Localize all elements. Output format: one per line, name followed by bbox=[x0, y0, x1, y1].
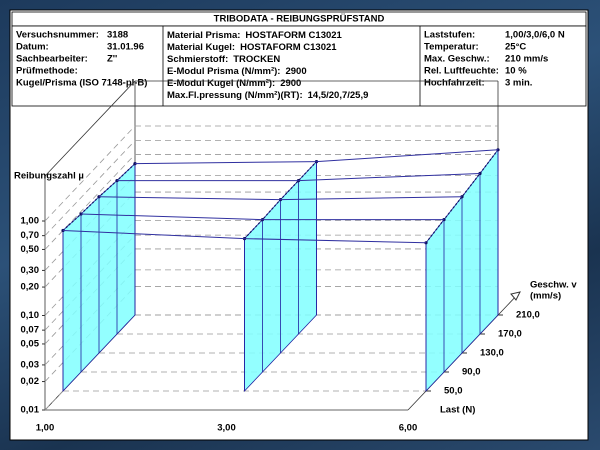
point bbox=[61, 228, 65, 233]
z-axis-unit: (mm/s) bbox=[530, 291, 561, 302]
info-label: Sachbearbeiter: bbox=[16, 54, 88, 65]
info-value: 25°C bbox=[505, 42, 526, 53]
info-value: TROCKEN bbox=[233, 54, 280, 65]
connector bbox=[98, 196, 281, 201]
x-axis-label: Last (N) bbox=[440, 405, 475, 416]
x-tick-label: 1,00 bbox=[36, 423, 55, 434]
y-tick-label: 0,30 bbox=[21, 265, 40, 276]
z-axis-arrow bbox=[510, 291, 521, 301]
y-tick-label: 0,03 bbox=[21, 359, 40, 370]
info-value: 14,5/20,7/25,9 bbox=[308, 90, 369, 101]
point bbox=[478, 171, 482, 176]
info-row: Material Prisma: HOSTAFORM C13021 bbox=[167, 30, 343, 41]
info-value: 2900 bbox=[280, 78, 301, 89]
frame bbox=[44, 80, 136, 177]
info-label: Material Kugel: bbox=[167, 42, 235, 53]
z-axis-label: Geschw. v bbox=[530, 280, 577, 291]
y-tick-label: 1,00 bbox=[21, 216, 40, 227]
y-tick-label: 0,01 bbox=[21, 405, 40, 416]
info-value: 31.01.96 bbox=[107, 42, 144, 53]
info-label: Temperatur: bbox=[424, 42, 479, 53]
info-label: E-Modul Prisma (N/mm²): bbox=[167, 66, 280, 77]
info-label: Rel. Luftfeuchte: bbox=[424, 66, 499, 77]
info-value: 10 % bbox=[505, 66, 527, 77]
info-row: E-Modul Kugel (N/mm²): 2900 bbox=[167, 78, 301, 89]
info-label: Versuchsnummer: bbox=[16, 30, 99, 41]
y-tick-label: 0,07 bbox=[21, 325, 40, 336]
info-box bbox=[11, 25, 587, 107]
info-label: E-Modul Kugel (N/mm²): bbox=[167, 78, 275, 89]
connector bbox=[316, 149, 499, 163]
info-value: 210 mm/s bbox=[505, 54, 548, 65]
info-row: Max.Fl.pressung (N/mm²)(RT): 14,5/20,7/25… bbox=[167, 90, 368, 101]
sheet-title: TRIBODATA - REIBUNGSPRÜFSTAND bbox=[214, 14, 385, 25]
x-tick-label: 3,00 bbox=[217, 423, 236, 434]
info-value: HOSTAFORM C13021 bbox=[245, 30, 342, 41]
info-label: Material Prisma: bbox=[167, 30, 240, 41]
grid-line bbox=[44, 154, 136, 250]
connector bbox=[62, 229, 245, 240]
z-tick-label: 210,0 bbox=[516, 310, 540, 321]
info-row: Material Kugel: HOSTAFORM C13021 bbox=[167, 42, 337, 53]
connector bbox=[134, 161, 317, 165]
z-tick-label: 90,0 bbox=[462, 367, 481, 378]
info-label: Datum: bbox=[16, 42, 49, 53]
info-row: Schmierstoff: TROCKEN bbox=[167, 54, 280, 65]
grid-line bbox=[44, 125, 136, 222]
info-label: Prüfmethode: bbox=[16, 66, 78, 77]
z-tick-label: 50,0 bbox=[444, 386, 463, 397]
y-axis-label: Reibungszahl µ bbox=[14, 171, 84, 182]
connector bbox=[244, 238, 427, 244]
info-value: HOSTAFORM C13021 bbox=[240, 42, 337, 53]
z-tick-label: 130,0 bbox=[480, 348, 504, 359]
y-tick-label: 0,70 bbox=[21, 230, 40, 241]
z-tick-label: 170,0 bbox=[498, 329, 522, 340]
info-value: Z'' bbox=[107, 54, 117, 65]
info-label: Hochfahrzeit: bbox=[424, 78, 485, 89]
connector bbox=[298, 172, 481, 182]
info-label: Schmierstoff: bbox=[167, 54, 228, 65]
y-tick-label: 0,50 bbox=[21, 244, 40, 255]
info-label: Laststufen: bbox=[424, 30, 475, 41]
y-tick-label: 0,20 bbox=[21, 282, 40, 293]
info-value: 3 min. bbox=[505, 78, 532, 89]
top-line bbox=[425, 149, 499, 244]
y-tick-label: 0,10 bbox=[21, 310, 40, 321]
info-value: Kugel/Prisma (ISO 7148-pl-B) bbox=[16, 78, 147, 89]
connector bbox=[80, 213, 263, 221]
info-row: E-Modul Prisma (N/mm²): 2900 bbox=[167, 66, 307, 77]
y-tick-label: 0,05 bbox=[21, 338, 40, 349]
connector bbox=[280, 196, 463, 201]
info-label: Max.Fl.pressung (N/mm²)(RT): bbox=[167, 90, 303, 101]
y-tick-label: 0,02 bbox=[21, 376, 40, 387]
x-tick-label: 6,00 bbox=[399, 423, 418, 434]
info-value: 1,00/3,0/6,0 N bbox=[505, 30, 565, 41]
info-value: 2900 bbox=[285, 66, 306, 77]
info-value: 3188 bbox=[107, 30, 128, 41]
grid-line bbox=[44, 140, 136, 236]
info-label: Max. Geschw.: bbox=[424, 54, 490, 65]
